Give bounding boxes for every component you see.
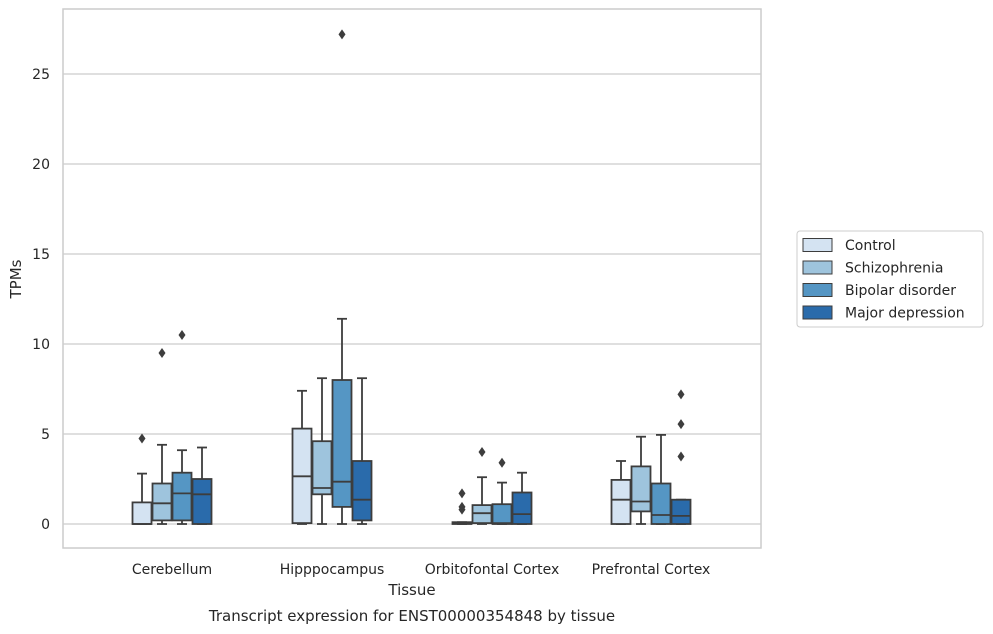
y-tick-labels: 0 5 10 15 20 25 <box>32 67 50 533</box>
box-control <box>610 460 632 525</box>
box-plots <box>131 29 692 525</box>
y-tick-label: 25 <box>32 67 50 83</box>
y-tick-label: 15 <box>32 247 50 263</box>
box-body <box>351 460 373 522</box>
outlier-point <box>458 488 466 499</box>
box-bipolar-disorder <box>331 29 353 525</box>
box-major-depression <box>191 446 213 525</box>
box-schizophrenia <box>471 447 493 525</box>
grid-lines <box>63 73 761 525</box>
box-bipolar-disorder <box>491 457 513 525</box>
x-tick-labels: Cerebellum Hipppocampus Orbitofontal Corte… <box>132 562 710 578</box>
legend-label: Control <box>845 238 896 254</box>
box-bipolar-disorder <box>650 433 672 525</box>
box-schizophrenia <box>311 377 333 525</box>
box-major-depression <box>511 471 533 525</box>
x-tick-label: Orbitofontal Cortex <box>425 562 560 578</box>
legend-swatch <box>802 305 833 320</box>
x-tick-label: Hipppocampus <box>280 562 385 578</box>
box-control <box>451 488 473 525</box>
legend-swatch <box>802 260 833 275</box>
box-body <box>131 501 153 525</box>
box-body <box>511 491 533 525</box>
outlier-point <box>138 433 146 444</box>
box-schizophrenia <box>151 348 173 525</box>
outlier-point <box>338 29 346 40</box>
box-bipolar-disorder <box>171 330 193 525</box>
legend-label: Major depression <box>845 306 965 322</box>
outlier-point <box>677 419 685 430</box>
outlier-point <box>178 330 186 340</box>
x-tick-label: Prefrontal Cortex <box>592 562 711 578</box>
box-body <box>191 478 213 525</box>
box-body <box>331 379 353 508</box>
legend: Control Schizophrenia Bipolar disorder Majo… <box>796 230 984 328</box>
outlier-point <box>458 504 466 515</box>
box-body <box>610 478 632 525</box>
box-control <box>291 389 313 525</box>
box-major-depression <box>670 389 692 525</box>
outlier-point <box>677 389 685 400</box>
y-tick-label: 0 <box>41 517 50 533</box>
box-control <box>131 433 153 525</box>
box-body <box>311 440 333 496</box>
box-body <box>630 465 652 513</box>
box-major-depression <box>351 377 373 525</box>
box-schizophrenia <box>630 435 652 525</box>
y-tick-label: 10 <box>32 337 50 353</box>
legend-label: Bipolar disorder <box>845 283 956 299</box>
x-axis-title: Tissue <box>387 581 435 599</box>
legend-frame <box>796 230 984 328</box>
y-axis-title: TPMs <box>7 259 25 299</box>
plot-frame <box>62 8 762 549</box>
legend-swatch <box>802 283 833 297</box>
outlier-point <box>158 348 166 358</box>
chart-caption: Transcript expression for ENST0000035484… <box>208 607 615 625</box>
outlier-point <box>498 457 506 468</box>
outlier-point <box>677 451 685 462</box>
legend-swatch <box>802 238 833 252</box>
box-body <box>171 471 193 522</box>
legend-label: Schizophrenia <box>845 261 943 277</box>
outlier-point <box>478 447 486 457</box>
box-body <box>650 482 672 525</box>
box-body <box>151 482 173 522</box>
box-body <box>491 503 513 525</box>
x-tick-label: Cerebellum <box>132 562 212 578</box>
y-tick-label: 5 <box>41 427 50 443</box>
box-body <box>670 498 692 525</box>
y-tick-label: 20 <box>32 157 50 173</box>
